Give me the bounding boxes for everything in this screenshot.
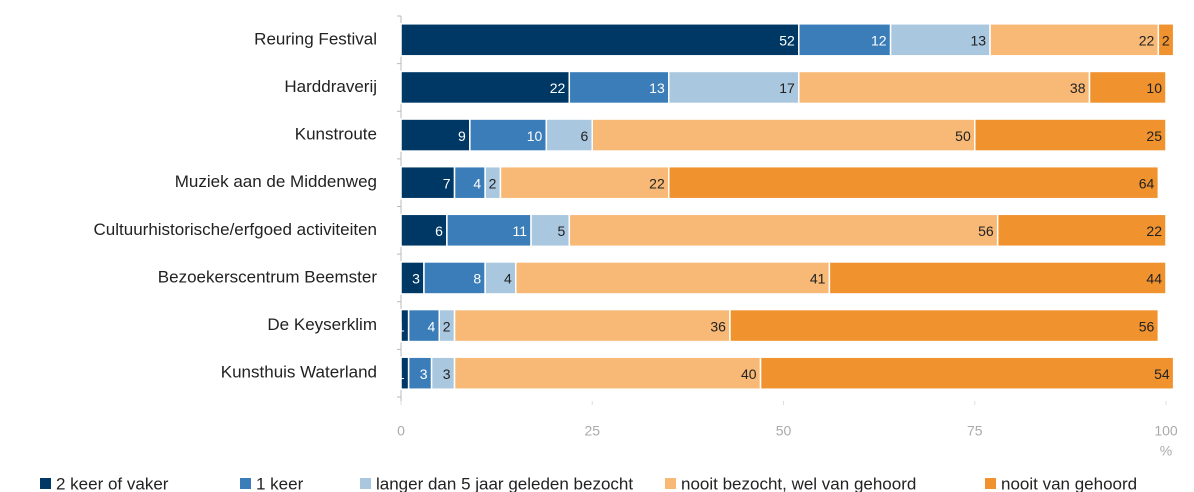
bar-segment bbox=[400, 70, 571, 105]
legend-swatch bbox=[665, 478, 676, 489]
x-tick-label: 100 bbox=[1154, 423, 1178, 439]
bar-segment bbox=[668, 165, 1160, 200]
value-label: 50 bbox=[955, 128, 971, 144]
bar-segment bbox=[591, 118, 976, 152]
value-label: 1 bbox=[397, 318, 405, 334]
bar-segment bbox=[668, 70, 800, 105]
category-label: Cultuurhistorische/erfgoed activiteiten bbox=[94, 220, 377, 239]
bar-segment bbox=[798, 70, 1091, 105]
bar-segment bbox=[989, 23, 1160, 57]
value-label: 22 bbox=[1139, 33, 1155, 49]
value-label: 1 bbox=[397, 366, 405, 382]
value-label: 22 bbox=[1146, 223, 1162, 239]
value-label: 12 bbox=[871, 33, 887, 49]
bar-segment bbox=[545, 118, 593, 152]
legend-label: nooit bezocht, wel van gehoord bbox=[681, 474, 916, 492]
bar-segment bbox=[446, 213, 532, 248]
value-label: 25 bbox=[1146, 128, 1162, 144]
bar-segment bbox=[453, 308, 731, 343]
value-label: 10 bbox=[527, 128, 543, 144]
bar-segment bbox=[759, 356, 1175, 390]
value-label: 38 bbox=[1070, 80, 1086, 96]
category-label: Harddraverij bbox=[284, 77, 377, 96]
bar-segment bbox=[530, 213, 571, 248]
value-label: 10 bbox=[1146, 80, 1162, 96]
value-label: 44 bbox=[1146, 271, 1162, 287]
x-tick-label: 75 bbox=[967, 423, 983, 439]
value-label: 56 bbox=[978, 223, 994, 239]
value-label: 4 bbox=[473, 175, 481, 191]
legend-label: langer dan 5 jaar geleden bezocht bbox=[376, 474, 633, 492]
value-label: 4 bbox=[427, 318, 435, 334]
value-label: 40 bbox=[741, 366, 757, 382]
legend-label: 1 keer bbox=[256, 474, 304, 492]
bar-segment bbox=[423, 261, 486, 295]
value-label: 2 bbox=[489, 175, 497, 191]
value-label: 3 bbox=[420, 366, 428, 382]
value-label: 52 bbox=[779, 33, 795, 49]
value-label: 11 bbox=[513, 223, 528, 239]
value-label: 4 bbox=[504, 271, 512, 287]
value-label: 22 bbox=[649, 175, 665, 191]
bar-segment bbox=[798, 23, 892, 57]
value-label: 54 bbox=[1154, 366, 1170, 382]
legend-swatch bbox=[985, 478, 996, 489]
category-label: De Keyserklim bbox=[267, 315, 377, 334]
category-label: Bezoekerscentrum Beemster bbox=[158, 267, 378, 286]
bar-segment bbox=[400, 23, 800, 57]
category-label: Kunsthuis Waterland bbox=[221, 363, 377, 382]
bar-segment bbox=[400, 118, 471, 152]
x-axis-label: % bbox=[1160, 443, 1172, 459]
bar-segment bbox=[996, 213, 1167, 248]
value-label: 2 bbox=[1162, 33, 1170, 49]
value-label: 8 bbox=[473, 271, 481, 287]
value-label: 22 bbox=[550, 80, 566, 96]
bar-segment bbox=[407, 308, 440, 343]
value-label: 64 bbox=[1139, 175, 1155, 191]
legend-label: nooit van gehoord bbox=[1001, 474, 1137, 492]
bar-segment bbox=[499, 165, 670, 200]
bar-segment bbox=[515, 261, 831, 295]
bar-segment bbox=[974, 118, 1167, 152]
bar-segment bbox=[1088, 70, 1167, 105]
value-label: 17 bbox=[779, 80, 795, 96]
value-label: 13 bbox=[970, 33, 986, 49]
value-label: 41 bbox=[810, 271, 826, 287]
value-label: 6 bbox=[435, 223, 443, 239]
value-label: 3 bbox=[412, 271, 420, 287]
legend-swatch bbox=[40, 478, 51, 489]
legend-label: 2 keer of vaker bbox=[56, 474, 169, 492]
bar-segment bbox=[828, 261, 1167, 295]
x-tick-label: 25 bbox=[584, 423, 600, 439]
category-label: Muziek aan de Middenweg bbox=[175, 172, 377, 191]
legend-swatch bbox=[360, 478, 371, 489]
bar-segment bbox=[453, 165, 486, 200]
bar-segment bbox=[568, 213, 999, 248]
bar-segment bbox=[1157, 23, 1175, 57]
bar-segment bbox=[400, 213, 448, 248]
x-tick-label: 0 bbox=[397, 423, 405, 439]
value-label: 6 bbox=[580, 128, 588, 144]
value-label: 36 bbox=[710, 318, 726, 334]
value-label: 3 bbox=[443, 366, 451, 382]
value-label: 9 bbox=[458, 128, 466, 144]
value-label: 13 bbox=[649, 80, 665, 96]
category-label: Reuring Festival bbox=[254, 29, 377, 48]
bar-segment bbox=[729, 308, 1160, 343]
value-label: 7 bbox=[443, 175, 451, 191]
category-label: Kunstroute bbox=[295, 125, 377, 144]
x-tick-label: 50 bbox=[776, 423, 792, 439]
value-label: 2 bbox=[443, 318, 451, 334]
value-label: 56 bbox=[1139, 318, 1155, 334]
value-label: 5 bbox=[558, 223, 566, 239]
legend-swatch bbox=[240, 478, 251, 489]
bar-segment bbox=[453, 356, 762, 390]
